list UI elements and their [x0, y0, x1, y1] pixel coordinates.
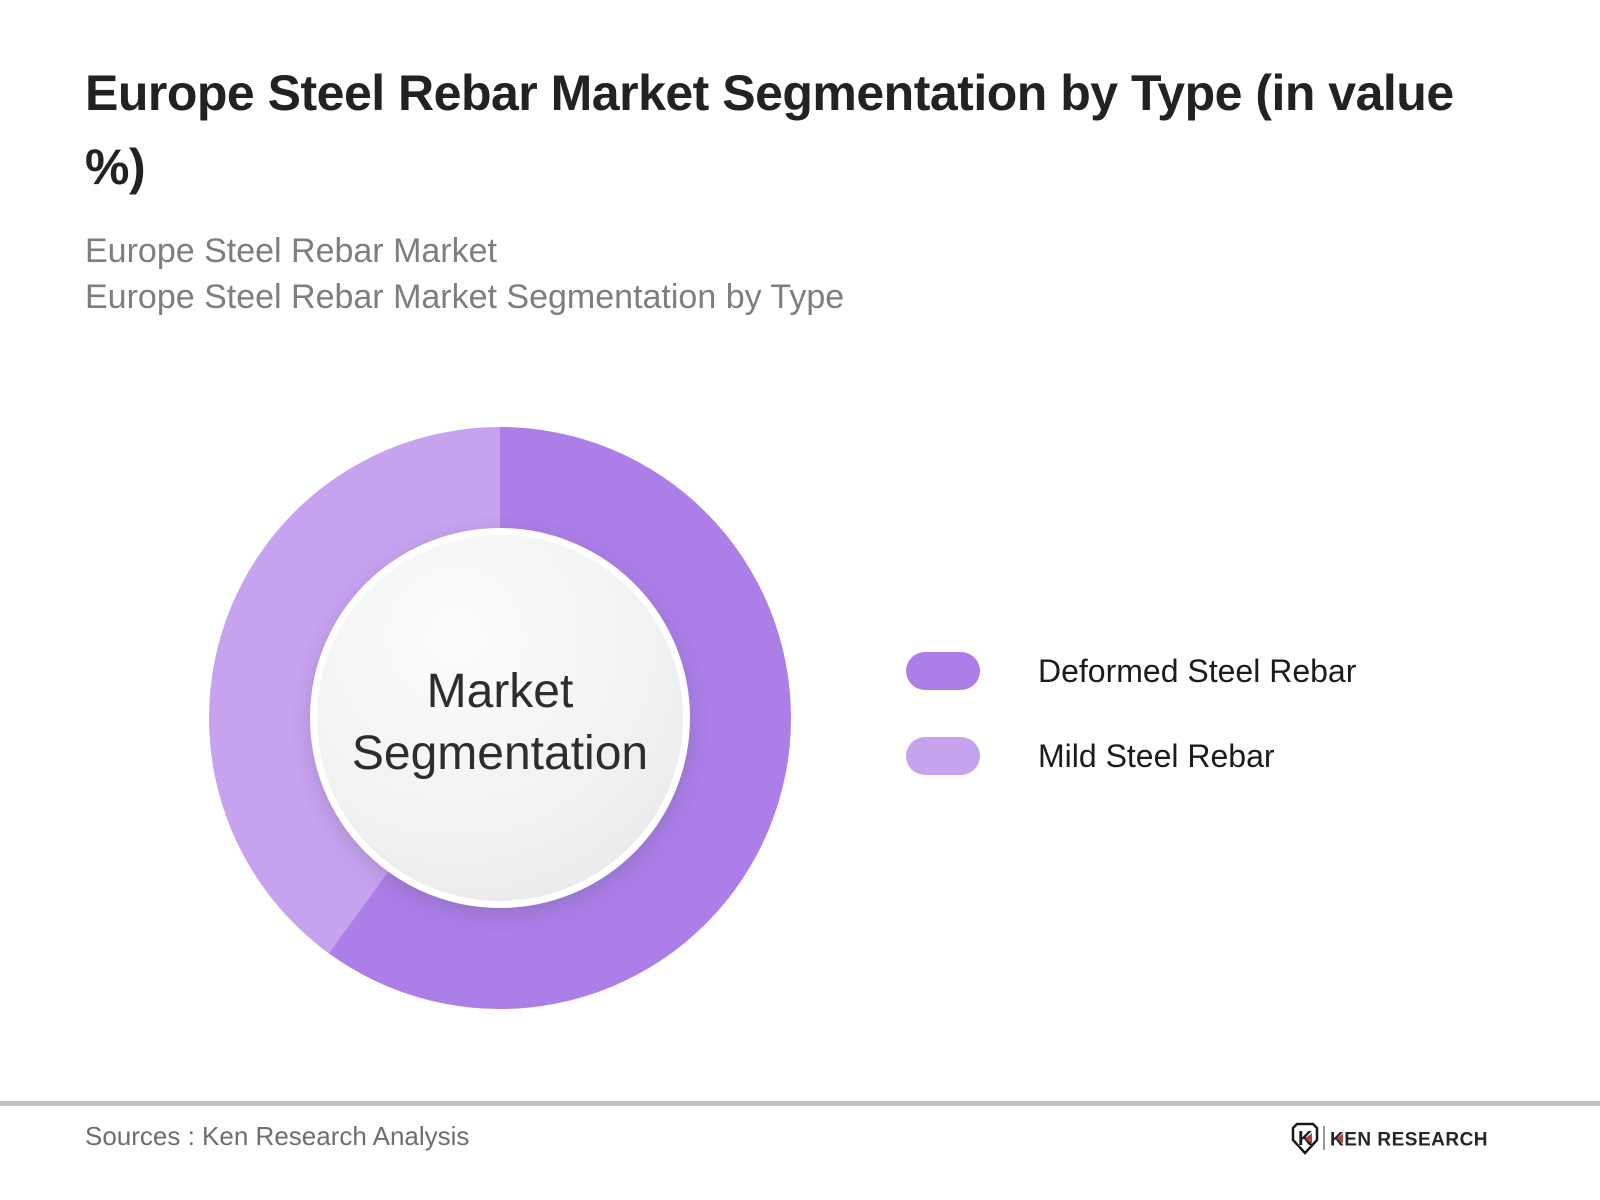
- legend-swatch: [906, 652, 980, 690]
- legend-item: Deformed Steel Rebar: [906, 652, 1356, 690]
- legend-item: Mild Steel Rebar: [906, 737, 1356, 775]
- legend-swatch: [906, 737, 980, 775]
- ken-research-logo: K KEN RESEARCH: [1291, 1122, 1488, 1155]
- subtitle-line-1: Europe Steel Rebar Market: [85, 232, 497, 270]
- center-label-line-2: Segmentation: [351, 727, 649, 780]
- chart-subtitle: Europe Steel Rebar Market Europe Steel R…: [85, 228, 844, 320]
- logo-divider: [1323, 1126, 1325, 1150]
- footer-divider: [0, 1101, 1600, 1106]
- wordmark-arrow-icon: [1336, 1133, 1343, 1144]
- brand-wordmark: KEN RESEARCH: [1330, 1130, 1488, 1151]
- subtitle-line-2: Europe Steel Rebar Market Segmentation b…: [85, 278, 845, 316]
- shield-letter: K: [1298, 1128, 1313, 1150]
- page-title: Europe Steel Rebar Market Segmentation b…: [85, 65, 1454, 195]
- donut-center: Market Segmentation: [310, 528, 690, 908]
- legend: Deformed Steel Rebar Mild Steel Rebar: [906, 652, 1356, 822]
- legend-label: Deformed Steel Rebar: [1038, 652, 1357, 689]
- donut-chart: Market Segmentation: [209, 427, 791, 1009]
- sources-note: Sources : Ken Research Analysis: [85, 1121, 470, 1151]
- legend-label: Mild Steel Rebar: [1038, 737, 1275, 774]
- donut-center-label: Market Segmentation: [352, 661, 648, 785]
- center-label-line-1: Market: [426, 665, 574, 718]
- shield-arrow-icon: [1305, 1133, 1312, 1144]
